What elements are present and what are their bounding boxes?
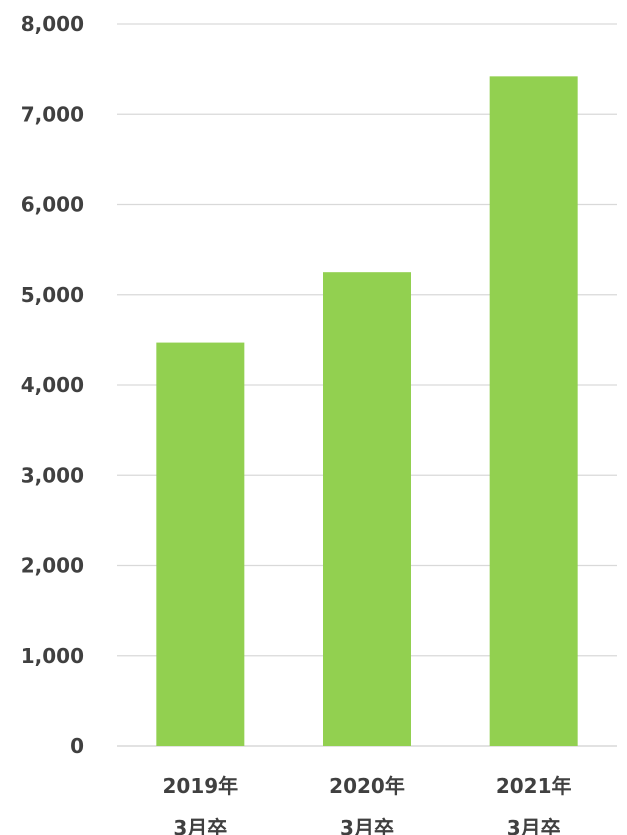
bar (323, 272, 411, 746)
y-tick-label: 6,000 (21, 193, 84, 217)
x-category-label: 3月卒 (340, 816, 394, 835)
y-axis-tick-labels: 0 1,000 2,000 3,000 4,000 5,000 6,000 7,000 8,00… (21, 12, 84, 758)
x-category-label: 3月卒 (507, 816, 561, 835)
bar (489, 76, 578, 747)
bars (156, 76, 578, 747)
x-axis-category-labels: 2019年 3月卒 2020年 3月卒 2021年 3月卒 (162, 774, 571, 835)
bar (156, 342, 245, 746)
y-tick-label: 5,000 (21, 283, 84, 307)
y-tick-label: 3,000 (21, 463, 84, 487)
y-tick-label: 1,000 (21, 644, 84, 668)
x-category-label: 2019年 (162, 774, 238, 798)
y-tick-label: 7,000 (21, 102, 84, 126)
y-tick-label: 2,000 (21, 554, 84, 578)
x-category-label: 2021年 (496, 774, 572, 798)
x-category-label: 3月卒 (173, 816, 227, 835)
y-tick-label: 0 (70, 734, 84, 758)
y-tick-label: 4,000 (21, 373, 84, 397)
x-category-label: 2020年 (329, 774, 405, 798)
y-tick-label: 8,000 (21, 12, 84, 36)
